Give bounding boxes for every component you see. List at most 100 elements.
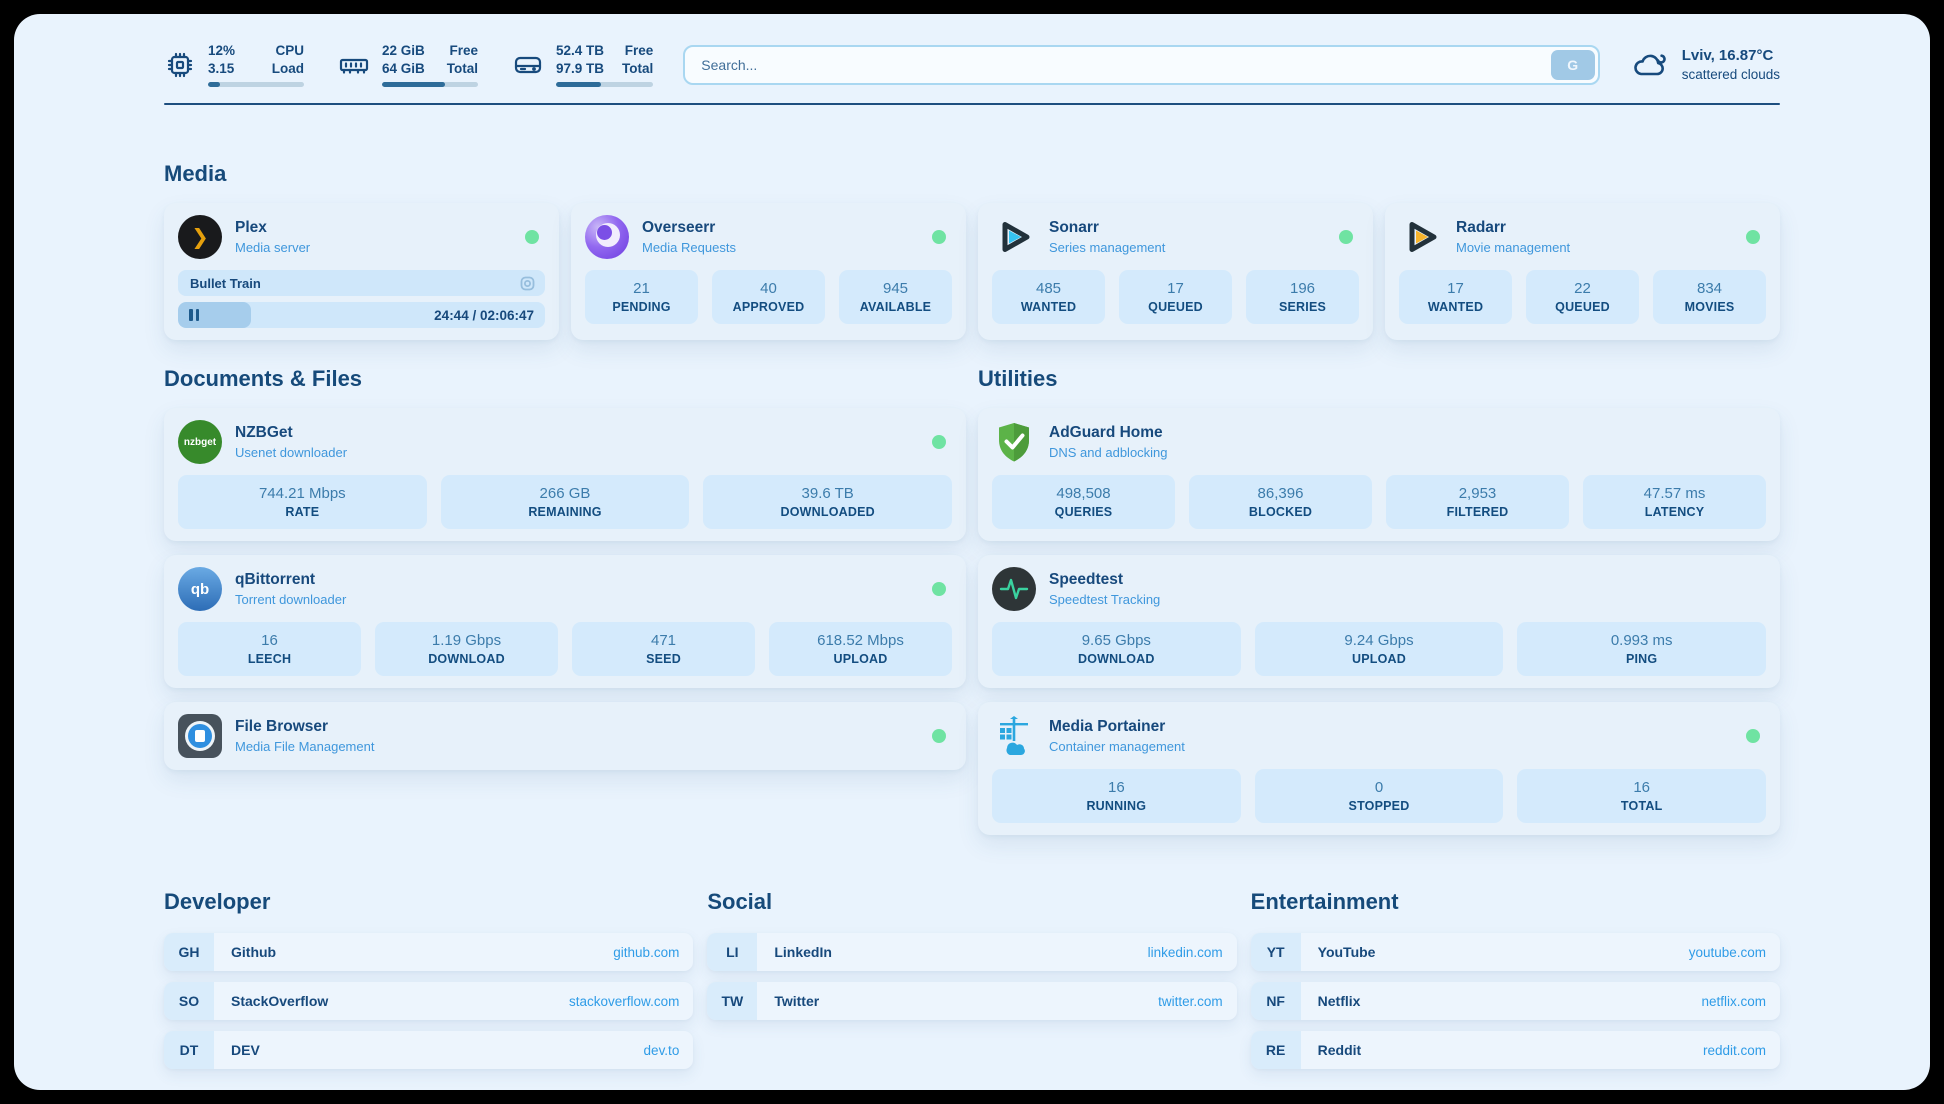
bookmark-name: StackOverflow <box>231 993 329 1010</box>
stat-tile: 196 SERIES <box>1246 270 1359 325</box>
search-input[interactable] <box>688 49 1551 80</box>
app-subtitle: Series management <box>1049 240 1166 256</box>
disk-free-value: 52.4 TB <box>556 43 605 58</box>
stat-tile: 471 SEED <box>572 622 755 677</box>
status-dot <box>525 230 539 245</box>
bookmark-dev[interactable]: DT DEV dev.to <box>164 1031 694 1070</box>
playback-time: 24:44 / 02:06:47 <box>434 307 534 323</box>
qbittorrent-icon: qb <box>178 567 222 612</box>
utilities-section-title: Utilities <box>978 366 1058 392</box>
ram-progress-track <box>382 82 478 88</box>
bookmark-name: Twitter <box>774 993 820 1010</box>
bookmark-netflix[interactable]: NF Netflix netflix.com <box>1250 982 1780 1021</box>
app-card-sonarr[interactable]: Sonarr Series management 485 WANTED 17 Q… <box>978 203 1373 341</box>
ram-free-value: 22 GiB <box>382 43 425 58</box>
stat-tile: 9.24 Gbps UPLOAD <box>1254 622 1504 677</box>
app-name: Speedtest <box>1049 571 1124 589</box>
bookmark-github[interactable]: GH Github github.com <box>164 933 694 972</box>
cpu-stat: 12% 3.15 CPU Load <box>164 42 304 88</box>
section-developer: Developer GH Github github.com SO StackO… <box>164 889 694 1080</box>
app-card-adguard[interactable]: AdGuard Home DNS and adblocking 498,508 … <box>978 408 1780 542</box>
section-media: Media Plex Media server Bullet Train <box>164 161 1780 341</box>
status-dot <box>1339 230 1353 245</box>
app-subtitle: Container management <box>1049 739 1185 755</box>
cpu-progress-fill <box>208 82 220 88</box>
app-card-qbittorrent[interactable]: qb qBittorrent Torrent downloader 16 LEE… <box>164 555 966 689</box>
sonarr-icon <box>992 215 1036 259</box>
app-card-speedtest[interactable]: Speedtest Speedtest Tracking 9.65 Gbps D… <box>978 555 1780 689</box>
stat-tile: 22 QUEUED <box>1526 270 1639 325</box>
documents-section-title: Documents & Files <box>164 366 363 392</box>
app-subtitle: Movie management <box>1456 240 1571 256</box>
stat-tile: 21 PENDING <box>585 270 698 325</box>
stat-tile: 9.65 Gbps DOWNLOAD <box>992 622 1241 677</box>
dashboard-page: 12% 3.15 CPU Load <box>14 14 1930 1090</box>
bookmark-stackoverflow[interactable]: SO StackOverflow stackoverflow.com <box>164 982 694 1021</box>
status-dot <box>1746 230 1760 245</box>
app-name: Media Portainer <box>1049 718 1166 736</box>
app-card-radarr[interactable]: Radarr Movie management 17 WANTED 22 QUE… <box>1385 203 1780 341</box>
social-section-title: Social <box>707 889 773 915</box>
stat-tile: 17 WANTED <box>1399 270 1512 325</box>
app-card-filebrowser[interactable]: File Browser Media File Management <box>164 702 966 771</box>
bookmark-abbr: TW <box>707 982 758 1021</box>
bookmark-url: dev.to <box>643 1042 680 1058</box>
app-name: File Browser <box>235 718 329 736</box>
status-dot <box>932 435 946 450</box>
app-name: qBittorrent <box>235 571 316 589</box>
app-card-overseerr[interactable]: Overseerr Media Requests 21 PENDING 40 A… <box>571 203 966 341</box>
stat-tile: 485 WANTED <box>992 270 1105 325</box>
disk-icon <box>512 49 544 81</box>
section-entertainment: Entertainment YT YouTube youtube.com NF … <box>1250 889 1780 1080</box>
now-playing-settings-icon[interactable] <box>519 275 536 292</box>
stat-tile: 266 GB REMAINING <box>440 475 690 530</box>
bookmark-reddit[interactable]: RE Reddit reddit.com <box>1250 1031 1780 1070</box>
status-dot <box>1746 729 1760 744</box>
app-card-portainer[interactable]: Media Portainer Container management 16 … <box>978 702 1780 836</box>
cpu-progress-track <box>208 82 304 88</box>
speedtest-icon <box>992 567 1036 612</box>
app-subtitle: Torrent downloader <box>235 592 347 608</box>
weather-location-temp: Lviv, 16.87°C <box>1681 47 1774 65</box>
bookmark-url: github.com <box>613 944 680 960</box>
stat-tile: 39.6 TB DOWNLOADED <box>703 475 952 530</box>
bookmark-name: YouTube <box>1317 944 1376 961</box>
system-stats: 12% 3.15 CPU Load <box>164 42 654 88</box>
filebrowser-icon <box>178 714 222 759</box>
developer-section-title: Developer <box>164 889 271 915</box>
bookmark-twitter[interactable]: TW Twitter twitter.com <box>707 982 1237 1021</box>
weather-condition: scattered clouds <box>1681 66 1780 82</box>
stat-tile: 86,396 BLOCKED <box>1189 475 1372 530</box>
pause-icon[interactable] <box>189 309 199 322</box>
search-bar: G <box>683 44 1600 85</box>
entertainment-section-title: Entertainment <box>1250 889 1399 915</box>
stat-tile: 618.52 Mbps UPLOAD <box>769 622 952 677</box>
bookmark-abbr: NF <box>1250 982 1301 1021</box>
disk-stat: 52.4 TB 97.9 TB Free Total <box>512 42 654 88</box>
app-card-nzbget[interactable]: nzbget NZBGet Usenet downloader 744.21 M… <box>164 408 966 542</box>
cpu-label: CPU <box>275 43 304 58</box>
app-subtitle: DNS and adblocking <box>1049 445 1168 461</box>
bookmark-abbr: YT <box>1250 933 1301 972</box>
header-divider <box>164 103 1780 106</box>
stat-tile: 16 RUNNING <box>992 769 1241 824</box>
bookmark-url: netflix.com <box>1701 993 1766 1009</box>
bookmark-url: twitter.com <box>1158 993 1223 1009</box>
app-subtitle: Media File Management <box>235 739 375 755</box>
stat-tile: 47.57 ms LATENCY <box>1583 475 1766 530</box>
playback-progress-fill <box>178 302 252 329</box>
ram-progress-fill <box>382 82 446 88</box>
bookmark-abbr: LI <box>707 933 758 972</box>
google-search-button[interactable]: G <box>1550 49 1595 80</box>
bookmark-youtube[interactable]: YT YouTube youtube.com <box>1250 933 1780 972</box>
stat-tile: 1.19 Gbps DOWNLOAD <box>375 622 558 677</box>
ram-free-label: Free <box>449 43 478 58</box>
disk-total-label: Total <box>622 60 654 76</box>
ram-stat: 22 GiB 64 GiB Free Total <box>338 42 478 88</box>
section-utilities: Utilities AdGuard Home DNS and adblockin… <box>978 366 1780 836</box>
bookmark-linkedin[interactable]: LI LinkedIn linkedin.com <box>707 933 1237 972</box>
app-name: Sonarr <box>1049 219 1099 237</box>
app-card-plex[interactable]: Plex Media server Bullet Train <box>164 203 559 341</box>
cloud-icon <box>1630 45 1670 85</box>
